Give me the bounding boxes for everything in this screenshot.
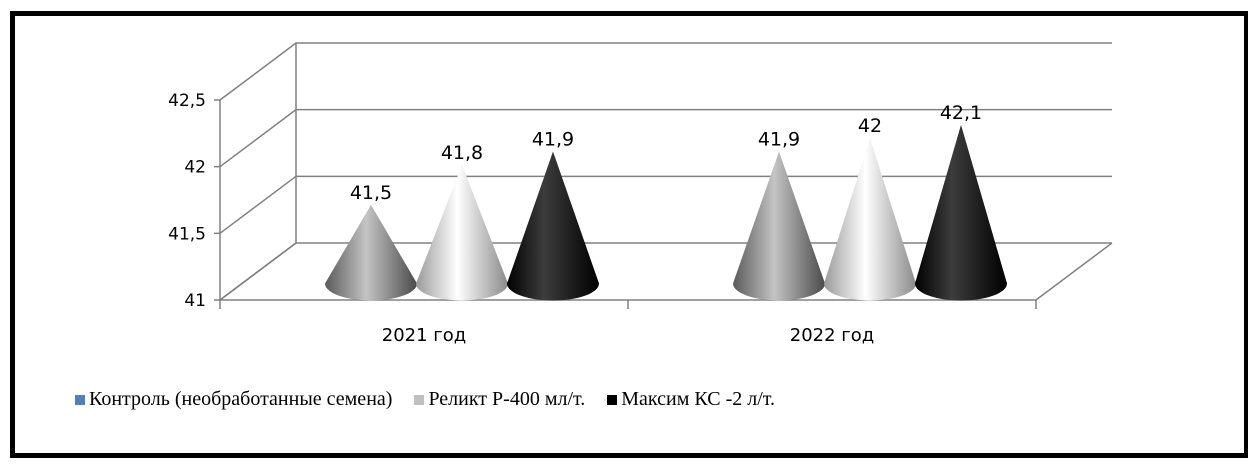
category-label: 2021 год: [382, 325, 466, 346]
data-label: 41,9: [758, 129, 800, 151]
cone-1-1: [824, 138, 916, 301]
y-tick-label: 41: [184, 291, 206, 311]
cone-0-0: [325, 204, 417, 301]
data-label: 41,5: [350, 182, 392, 204]
cone-2-1: [915, 124, 1007, 301]
gridline: [219, 175, 1112, 234]
chart-frame: [10, 11, 1248, 458]
legend-swatch-control: [75, 394, 85, 405]
legend-item-control: Контроль (необработанные семена): [75, 388, 392, 411]
legend-label-control: Контроль (необработанные семена): [89, 388, 393, 410]
data-label: 42: [858, 115, 882, 137]
data-label: 41,9: [532, 129, 574, 151]
gridline: [219, 42, 1112, 101]
cone-2-0: [507, 151, 599, 301]
cone-0-1: [733, 151, 825, 301]
legend-label-maxim: Максим КС -2 л/т.: [621, 388, 775, 410]
y-tick-label: 42: [184, 158, 206, 178]
cone-1-0: [416, 164, 508, 301]
legend-swatch-maxim: [607, 394, 618, 405]
category-label: 2022 год: [790, 325, 874, 346]
data-label: 41,8: [441, 142, 483, 164]
legend-swatch-relikt: [414, 394, 425, 405]
legend-label-relikt: Реликт Р-400 мл/т.: [428, 388, 586, 410]
gridline: [219, 108, 1112, 168]
y-tick-label: 42,5: [168, 91, 206, 111]
legend-item-relikt: Реликт Р-400 мл/т.: [414, 388, 585, 411]
side-wall: [219, 43, 297, 301]
legend: Контроль (необработанные семена) Реликт …: [75, 388, 797, 411]
data-label: 42,1: [940, 102, 982, 124]
legend-item-maxim: Максим КС -2 л/т.: [607, 388, 775, 411]
y-tick-label: 41,5: [168, 224, 206, 244]
